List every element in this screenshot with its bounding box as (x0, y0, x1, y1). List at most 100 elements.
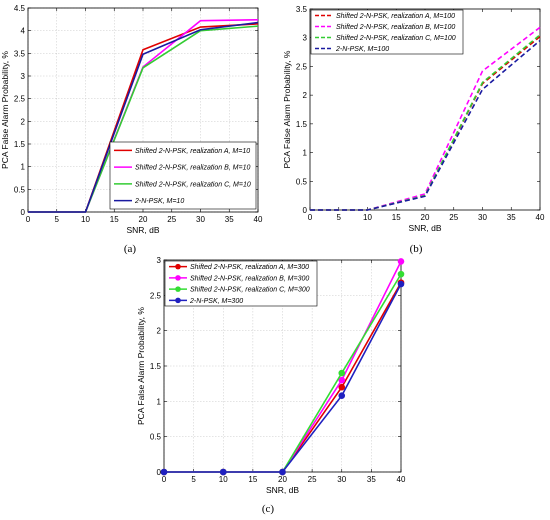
legend-entry: Shifted 2-N-PSK, realization C, M=100 (336, 35, 456, 42)
legend: Shifted 2-N-PSK, realization A, M=300 Shi… (164, 260, 318, 307)
legend-entry: 2-N-PSK, M=100 (335, 46, 389, 53)
y-tick-label: 2 (21, 117, 26, 126)
y-axis-label: PCA False Alarm Probability, % (136, 307, 146, 425)
legend-marker (175, 286, 181, 292)
x-tick-label: 15 (110, 215, 119, 224)
x-tick-label: 10 (219, 475, 228, 484)
x-tick-label: 30 (478, 213, 487, 222)
y-tick-label: 0 (303, 206, 308, 215)
y-tick-label: 0.5 (296, 177, 308, 186)
x-tick-label: 10 (81, 215, 90, 224)
y-tick-label: 1 (21, 163, 26, 172)
x-tick-label: 30 (337, 475, 346, 484)
x-tick-label: 40 (397, 475, 406, 484)
series-line-2 (310, 26, 541, 211)
x-tick-label: 35 (507, 213, 516, 222)
y-tick-label: 1.5 (150, 362, 162, 371)
y-tick-label: 0 (157, 468, 162, 477)
y-tick-label: 0.5 (150, 433, 162, 442)
x-axis-label: SNR, dB (266, 485, 299, 495)
legend-entry: 2-N-PSK, M=300 (189, 298, 243, 305)
y-tick-label: 2.5 (296, 62, 308, 71)
y-tick-label: 3 (21, 72, 26, 81)
x-tick-label: 25 (449, 213, 458, 222)
legend-marker (175, 275, 181, 281)
legend-marker (175, 297, 181, 304)
figure-caption: (a) (124, 243, 137, 255)
legend-entry: Shifted 2-N-PSK, realization B, M=10 (135, 165, 250, 172)
data-point (338, 376, 346, 384)
legend-marker (175, 263, 181, 270)
legend-entry: Shifted 2-N-PSK, realization A, M=10 (135, 148, 250, 155)
x-tick-label: 20 (421, 213, 430, 222)
figure-caption: (c) (262, 503, 275, 515)
legend-box (310, 9, 464, 55)
x-tick-label: 35 (367, 475, 376, 484)
x-tick-label: 5 (337, 213, 342, 222)
legend: Shifted 2-N-PSK, realization A, M=10 Shif… (109, 141, 257, 210)
x-tick-label: 5 (55, 215, 60, 224)
data-point (397, 280, 405, 288)
y-tick-label: 3 (157, 256, 162, 265)
x-tick-label: 20 (139, 215, 148, 224)
chart-3: 0 5 10 15 20 25 30 35 40 0 0.5 1 1.5 2 2.5 3 SNR, dB PCA … (136, 256, 406, 515)
legend-entry: 2-N-PSK, M=10 (134, 198, 184, 205)
y-tick-label: 1 (157, 397, 162, 406)
data-point (338, 369, 346, 377)
x-tick-label: 10 (363, 213, 372, 222)
legend-box (109, 141, 257, 210)
series-line-4 (28, 21, 259, 213)
data-point (338, 392, 346, 399)
legend-entry: Shifted 2-N-PSK, realization B, M=300 (190, 275, 309, 282)
y-tick-label: 3.5 (14, 49, 26, 58)
y-tick-label: 3 (303, 34, 308, 43)
data-point (219, 468, 227, 476)
x-tick-label: 0 (26, 215, 31, 224)
x-tick-label: 15 (248, 475, 257, 484)
y-axis-label: PCA False Alarm Probability, % (282, 50, 292, 168)
legend: Shifted 2-N-PSK, realization A, M=100 Shi… (310, 9, 464, 55)
x-axis-label: SNR, dB (408, 223, 441, 233)
y-tick-label: 0 (21, 208, 26, 217)
legend-entry: Shifted 2-N-PSK, realization C, M=10 (135, 181, 251, 188)
legend-entry: Shifted 2-N-PSK, realization A, M=100 (336, 13, 455, 20)
figure-caption: (b) (410, 243, 423, 255)
legend-box (164, 260, 318, 307)
data-point (397, 270, 405, 278)
x-tick-label: 40 (536, 213, 545, 222)
x-tick-label: 35 (225, 215, 234, 224)
x-tick-label: 15 (392, 213, 401, 222)
y-tick-label: 1.5 (296, 120, 308, 129)
x-tick-label: 40 (254, 215, 263, 224)
series-line-4 (310, 39, 541, 211)
y-tick-label: 0.5 (14, 185, 26, 194)
data-point (160, 468, 168, 476)
legend-entry: Shifted 2-N-PSK, realization B, M=100 (336, 24, 455, 31)
chart-2: 0 5 10 15 20 25 30 35 40 0 0.5 1 1.5 2 2.5 3 3.5 SNR, dB P… (282, 5, 545, 255)
data-point (397, 258, 405, 265)
x-tick-label: 30 (196, 215, 205, 224)
y-tick-label: 3.5 (296, 5, 308, 14)
x-tick-label: 20 (278, 475, 287, 484)
y-tick-label: 2.5 (150, 291, 162, 300)
legend-entry: Shifted 2-N-PSK, realization A, M=300 (190, 264, 309, 271)
x-tick-label: 5 (191, 475, 196, 484)
data-point (338, 383, 346, 391)
x-axis-label: SNR, dB (126, 225, 159, 235)
y-axis-label: PCA False Alarm Probability, % (0, 51, 10, 169)
y-tick-label: 1 (303, 149, 308, 158)
data-point (279, 468, 286, 476)
y-tick-label: 2 (303, 91, 308, 100)
y-tick-label: 4.5 (14, 4, 26, 13)
y-tick-label: 2.5 (14, 95, 26, 104)
x-tick-label: 0 (162, 475, 167, 484)
x-tick-label: 0 (308, 213, 313, 222)
x-tick-label: 25 (167, 215, 176, 224)
chart-1: 0 5 10 15 20 25 30 35 40 0 0.5 1 1.5 2 2.5 3 3.5 4 4.5 SNR,… (0, 4, 263, 255)
y-tick-label: 2 (157, 327, 162, 336)
y-tick-label: 1.5 (14, 140, 26, 149)
y-tick-label: 4 (21, 27, 26, 36)
series-line-3 (310, 34, 541, 211)
x-tick-label: 25 (308, 475, 317, 484)
